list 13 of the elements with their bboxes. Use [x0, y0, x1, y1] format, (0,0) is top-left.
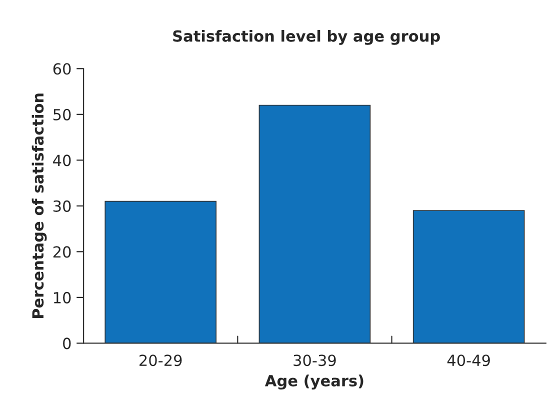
x-tick-label: 40-49 — [447, 354, 490, 366]
y-tick-label: 50 — [53, 108, 71, 120]
x-tick-label: 20-29 — [140, 354, 182, 366]
y-tick-label: 20 — [53, 246, 71, 258]
y-tick-label: 60 — [53, 63, 71, 75]
y-tick-label: 10 — [54, 292, 71, 304]
y-tick-label: 0 — [63, 338, 71, 350]
y-tick-label: 40 — [53, 154, 71, 166]
x-tick-label: 30-39 — [294, 354, 336, 366]
y-tick-label: 30 — [53, 200, 71, 212]
x-axis-title: Age (years) — [264, 374, 364, 390]
y-axis-title: Percentage of satisfaction — [32, 94, 47, 318]
chart-title: Satisfaction level by age group — [173, 30, 440, 45]
